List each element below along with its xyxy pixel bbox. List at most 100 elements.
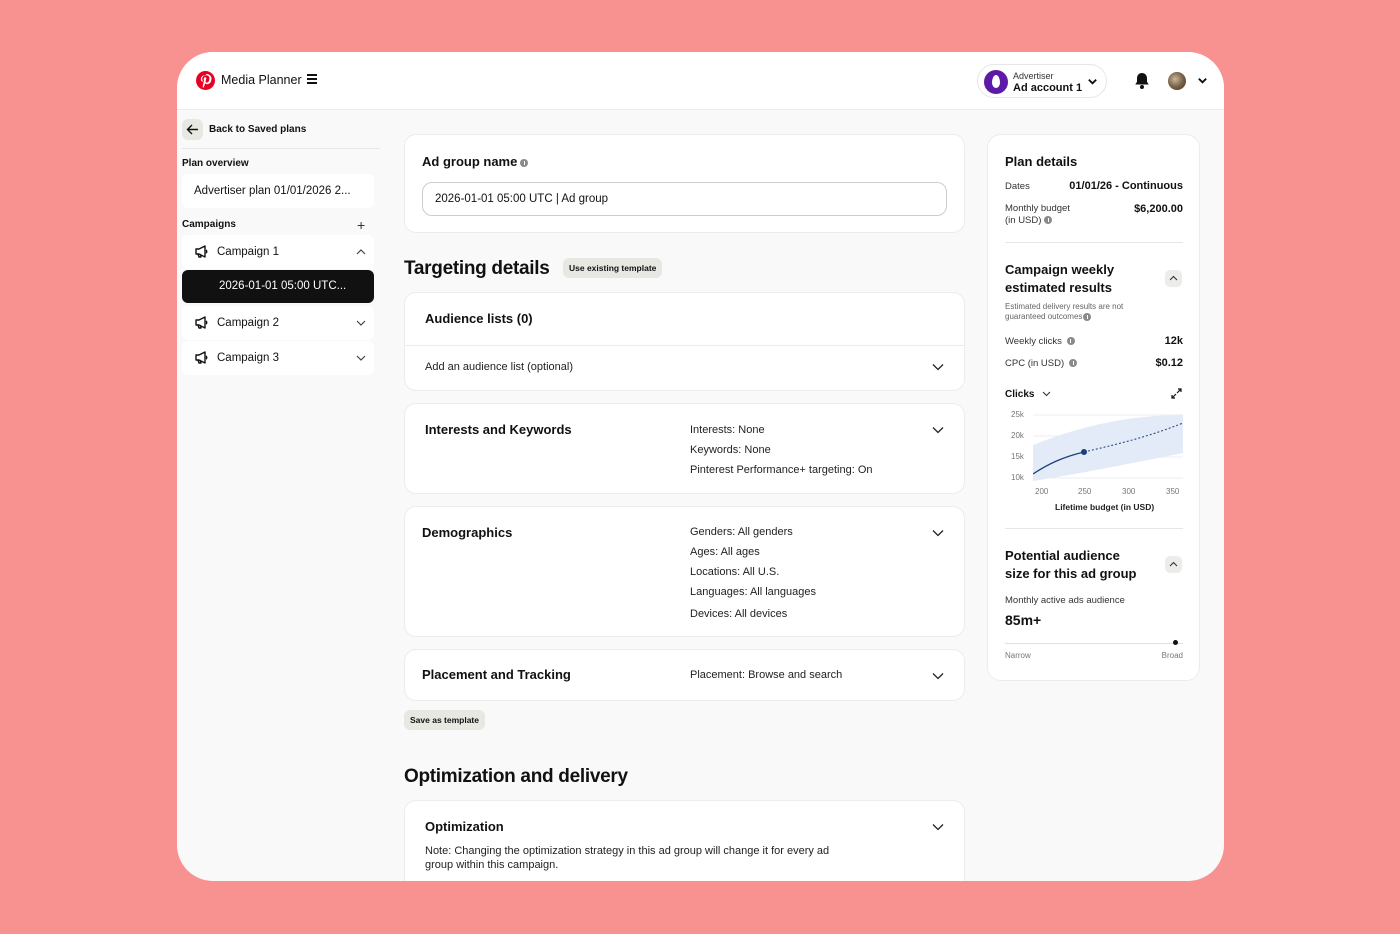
back-button[interactable]: [182, 119, 203, 140]
cpc-value: $0.12: [1155, 357, 1183, 369]
info-icon[interactable]: [1066, 337, 1075, 346]
scale-max-label: Broad: [1161, 651, 1183, 660]
weekly-clicks-text: Weekly clicks: [1005, 336, 1062, 347]
sidebar-item-selected-ad-group[interactable]: 2026-01-01 05:00 UTC...: [182, 270, 374, 303]
campaign-label: Campaign 2: [217, 317, 280, 329]
ad-group-name-card: Ad group name: [404, 134, 965, 233]
plan-name: Advertiser plan 01/01/2026 2...: [194, 185, 351, 197]
info-icon[interactable]: [520, 158, 529, 167]
disclaimer-line1: Estimated delivery results are not: [1005, 302, 1124, 311]
add-audience-list-dropdown[interactable]: Add an audience list (optional): [425, 361, 573, 373]
chevron-down-icon: [1088, 79, 1097, 85]
monthly-budget-label: Monthly budget: [1005, 203, 1070, 214]
audience-size-title-1: Potential audience: [1005, 548, 1120, 563]
save-as-template-button[interactable]: Save as template: [404, 710, 485, 730]
chevron-down-icon[interactable]: [932, 363, 944, 371]
use-existing-template-button[interactable]: Use existing template: [563, 258, 663, 278]
collapse-weekly-button[interactable]: [1165, 270, 1182, 287]
cpc-label: CPC (in USD): [1005, 358, 1078, 369]
divider: [1005, 242, 1183, 243]
x-tick: 300: [1122, 487, 1136, 496]
x-axis-label: Lifetime budget (in USD): [1055, 502, 1155, 512]
sidebar-item-campaign-3[interactable]: Campaign 3: [182, 341, 374, 375]
targeting-details-heading: Targeting details: [404, 258, 550, 279]
campaign-label: Campaign 3: [217, 352, 280, 364]
megaphone-icon: [195, 316, 208, 329]
app-window: Media Planner Advertiser Ad account 1 Ba…: [177, 52, 1224, 881]
weekly-results-title-2: estimated results: [1005, 280, 1112, 295]
chevron-up-icon: [1169, 561, 1178, 567]
user-avatar[interactable]: [1168, 72, 1186, 90]
sidebar: Back to Saved plans Plan overview Advert…: [177, 110, 387, 881]
campaign-label: Campaign 1: [217, 246, 280, 258]
plan-overview-item[interactable]: Advertiser plan 01/01/2026 2...: [182, 174, 374, 208]
back-to-saved-plans-link[interactable]: Back to Saved plans: [209, 124, 307, 135]
divider: [405, 345, 964, 346]
y-tick: 20k: [1011, 431, 1024, 440]
sidebar-item-campaign-1[interactable]: Campaign 1: [182, 235, 374, 269]
placement-summary: Placement: Browse and search: [690, 669, 843, 681]
pinterest-logo-icon[interactable]: [196, 71, 215, 90]
weekly-results-title-1: Campaign weekly: [1005, 262, 1115, 277]
ad-group-name-label-text: Ad group name: [422, 154, 518, 169]
info-icon[interactable]: [1069, 359, 1078, 368]
genders-summary: Genders: All genders: [690, 526, 793, 538]
keywords-summary: Keywords: None: [690, 444, 771, 456]
weekly-clicks-value: 12k: [1164, 335, 1183, 347]
chevron-up-icon: [356, 249, 366, 255]
demographics-card[interactable]: Demographics Genders: All genders Ages: …: [404, 506, 965, 637]
audience-lists-card: Audience lists (0) Add an audience list …: [404, 292, 965, 391]
chevron-down-icon[interactable]: [932, 823, 944, 831]
placement-tracking-card[interactable]: Placement and Tracking Placement: Browse…: [404, 649, 965, 701]
chevron-down-icon[interactable]: [1197, 75, 1208, 86]
sidebar-item-campaign-2[interactable]: Campaign 2: [182, 306, 374, 340]
account-switcher[interactable]: Advertiser Ad account 1: [977, 64, 1107, 98]
divider: [1005, 528, 1183, 529]
y-tick: 10k: [1011, 473, 1024, 482]
clicks-chart: 25k 20k 15k 10k 200 250 300 350 Lifetime…: [1005, 407, 1185, 517]
chevron-down-icon[interactable]: [932, 672, 944, 680]
audience-size-value: 85m+: [1005, 612, 1042, 628]
audience-scale-track: [1005, 643, 1183, 644]
locations-summary: Locations: All U.S.: [690, 566, 780, 578]
campaigns-heading: Campaigns: [182, 219, 236, 230]
performance-plus-summary: Pinterest Performance+ targeting: On: [690, 464, 873, 476]
chevron-down-icon[interactable]: [932, 426, 944, 434]
y-tick: 25k: [1011, 410, 1024, 419]
dates-label: Dates: [1005, 181, 1030, 192]
app-title: Media Planner: [221, 73, 302, 87]
audience-size-title-2: size for this ad group: [1005, 566, 1137, 581]
audience-lists-title: Audience lists (0): [425, 311, 533, 326]
devices-summary: Devices: All devices: [690, 608, 788, 620]
ad-group-name-label: Ad group name: [422, 154, 529, 169]
chevron-down-icon: [356, 320, 366, 326]
scale-min-label: Narrow: [1005, 651, 1031, 660]
metric-selector-label: Clicks: [1005, 389, 1035, 400]
optimization-note-line1: Note: Changing the optimization strategy…: [425, 845, 830, 857]
plan-overview-heading: Plan overview: [182, 158, 249, 169]
info-icon[interactable]: [1083, 312, 1092, 321]
expand-icon[interactable]: [1171, 388, 1182, 399]
notifications-bell-icon[interactable]: [1134, 72, 1150, 90]
hamburger-menu-icon[interactable]: [307, 74, 317, 84]
monthly-budget-unit-label: (in USD): [1005, 215, 1053, 226]
disclaimer-text: guaranteed outcomes: [1005, 312, 1083, 321]
account-avatar: [984, 70, 1008, 94]
audience-scale-marker: [1173, 640, 1178, 645]
interests-keywords-card[interactable]: Interests and Keywords Interests: None K…: [404, 403, 965, 494]
budget-unit-text: (in USD): [1005, 215, 1042, 226]
interests-summary: Interests: None: [690, 424, 765, 436]
collapse-audience-button[interactable]: [1165, 556, 1182, 573]
metric-selector[interactable]: Clicks: [1005, 389, 1051, 400]
chevron-down-icon[interactable]: [932, 529, 944, 537]
ad-group-name-input[interactable]: [422, 182, 947, 216]
add-campaign-button[interactable]: +: [357, 217, 366, 233]
optimization-card[interactable]: Optimization Note: Changing the optimiza…: [404, 800, 965, 881]
chevron-down-icon: [356, 355, 366, 361]
monthly-audience-label: Monthly active ads audience: [1005, 595, 1125, 606]
x-tick: 200: [1035, 487, 1049, 496]
plan-details-panel: Plan details Dates 01/01/26 - Continuous…: [987, 134, 1200, 681]
info-icon[interactable]: [1044, 216, 1053, 225]
x-tick: 350: [1166, 487, 1180, 496]
megaphone-icon: [195, 245, 208, 258]
